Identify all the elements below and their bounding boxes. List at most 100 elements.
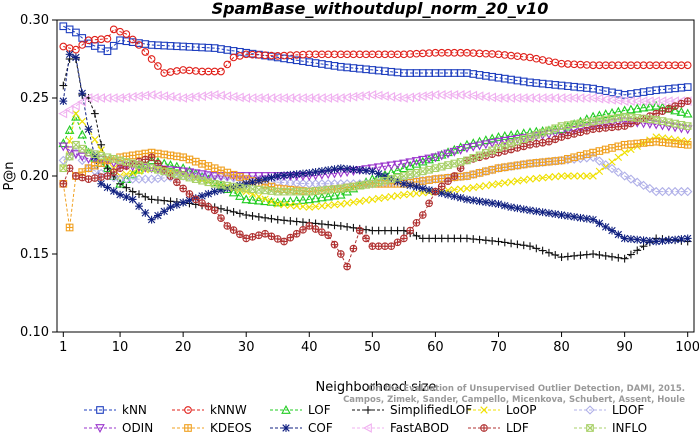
data-point-cof [280, 171, 288, 180]
data-point-ldf [109, 168, 118, 176]
data-point-lof [449, 144, 460, 154]
data-point-loop [267, 197, 276, 206]
data-point-knn [72, 28, 80, 37]
data-point-cof [563, 212, 572, 220]
data-point-ldof [77, 155, 87, 166]
data-point-simplifiedlof [463, 234, 471, 243]
data-point-lof [512, 129, 523, 139]
data-point-odin [430, 153, 441, 163]
data-point-loop [122, 170, 131, 179]
data-point-knnw [236, 52, 244, 60]
data-point-inflo [677, 120, 686, 129]
data-point-kdeos [135, 150, 143, 159]
data-point-ldf [299, 225, 307, 234]
x-tick-label: 20 [175, 340, 192, 355]
data-point-loop [608, 158, 616, 166]
data-point-cof [210, 187, 219, 196]
data-point-loop [456, 185, 465, 193]
data-point-inflo [72, 140, 80, 149]
data-point-odin [474, 141, 485, 151]
data-point-knnw [154, 62, 162, 70]
data-point-ldof [632, 177, 642, 187]
data-point-inflo [217, 180, 225, 189]
data-point-ldf [305, 222, 314, 230]
legend-label-odin: ODIN [122, 421, 153, 434]
data-point-cof [147, 215, 156, 224]
data-point-simplifiedlof [292, 217, 301, 226]
data-point-cof [589, 215, 597, 224]
data-point-simplifiedlof [343, 222, 352, 231]
data-point-ldf [78, 173, 87, 182]
data-point-loop [78, 117, 86, 126]
data-point-ldf [393, 238, 402, 247]
data-point-simplifiedlof [488, 236, 497, 245]
legend-marker-kdeos [184, 424, 192, 432]
data-point-cof [84, 125, 93, 134]
data-point-ldf [248, 232, 257, 241]
data-point-ldof [645, 183, 655, 194]
data-point-cof [254, 176, 263, 185]
data-point-odin [209, 172, 220, 182]
data-point-lof [436, 149, 447, 159]
data-point-loop [387, 192, 395, 201]
data-point-ldf [336, 250, 345, 258]
data-point-fastabod [58, 108, 68, 119]
data-point-cof [418, 184, 427, 193]
data-point-cof [172, 200, 181, 209]
data-point-inflo [412, 169, 421, 177]
data-point-odin [600, 120, 611, 130]
data-point-kdeos [620, 140, 629, 149]
data-point-simplifiedlof [128, 187, 137, 196]
data-point-ldof [140, 174, 150, 184]
data-point-ldf [90, 174, 99, 182]
data-point-odin [424, 154, 434, 164]
data-point-cof [154, 211, 162, 220]
legend-marker-odin [95, 424, 105, 434]
data-point-ldf [620, 122, 629, 130]
legend-label-loop: LoOP [506, 403, 537, 417]
data-point-ldof [64, 151, 75, 162]
data-point-odin [260, 172, 270, 182]
legend-marker-loop [480, 406, 488, 414]
data-point-kdeos [204, 162, 213, 170]
data-point-cof [677, 235, 686, 243]
data-point-loop [374, 194, 383, 203]
data-point-simplifiedlof [223, 206, 232, 215]
legend-label-cof: COF [308, 421, 333, 434]
data-point-inflo [78, 144, 87, 153]
x-tick-label: 70 [490, 340, 507, 355]
data-point-simplifiedlof [500, 238, 509, 247]
data-point-ldf [545, 137, 553, 146]
data-point-odin [657, 121, 668, 131]
data-point-cof [261, 175, 270, 184]
data-point-odin [563, 127, 573, 137]
data-point-ldf [387, 242, 396, 251]
data-point-kdeos [633, 139, 642, 148]
data-point-cof [526, 206, 534, 215]
data-point-loop [368, 195, 377, 204]
data-point-ldf [330, 240, 339, 249]
data-point-lof [499, 131, 510, 140]
data-point-lof [266, 196, 277, 206]
data-point-simplifiedlof [336, 222, 345, 230]
data-point-ldof [121, 174, 132, 184]
data-point-simplifiedlof [507, 239, 515, 248]
data-point-cof [166, 203, 175, 212]
data-point-loop [494, 180, 503, 188]
data-point-simplifiedlof [589, 250, 597, 258]
data-point-ldof [664, 186, 674, 197]
data-point-lof [632, 103, 643, 113]
data-point-loop [658, 134, 667, 142]
data-point-cof [444, 190, 452, 199]
data-point-kdeos [185, 155, 194, 164]
credit-line-1: Campos, Zimek, Sander, Campello, Micenko… [343, 395, 685, 405]
legend-marker-fastabod [362, 423, 372, 433]
data-point-odin [77, 152, 88, 162]
data-point-ldf [614, 122, 623, 131]
data-point-odin [197, 170, 207, 180]
data-point-simplifiedlof [570, 251, 579, 260]
data-point-ldf [311, 225, 320, 233]
data-point-ldf [355, 226, 364, 235]
x-tick-label: 50 [364, 340, 381, 355]
series-markers-inflo [59, 112, 692, 196]
